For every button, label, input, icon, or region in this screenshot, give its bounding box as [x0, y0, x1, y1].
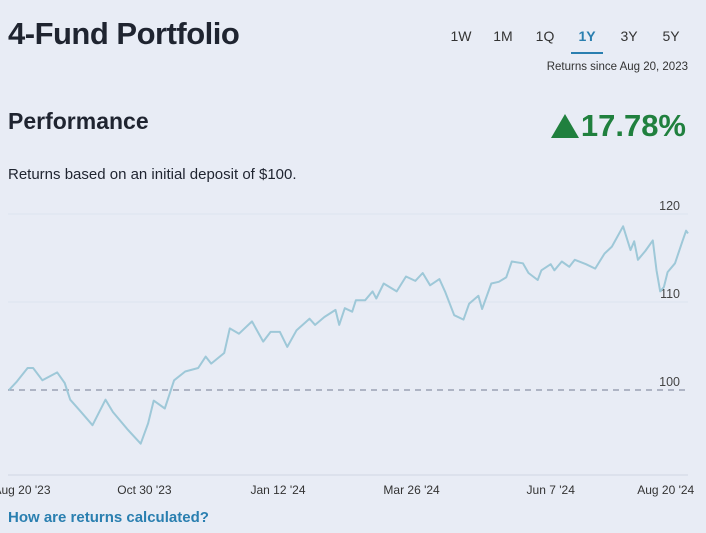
chart-subtitle: Returns based on an initial deposit of $… [8, 166, 297, 183]
x-tick-label: Aug 20 '24 [637, 483, 694, 497]
tab-1m[interactable]: 1M [493, 28, 513, 44]
performance-value: 17.78% [580, 108, 686, 143]
portfolio-value-line [8, 225, 689, 445]
tab-1q[interactable]: 1Q [535, 28, 555, 44]
y-tick-label: 110 [660, 287, 680, 301]
x-tick-label: Jun 7 '24 [527, 483, 576, 497]
returns-since: Returns since Aug 20, 2023 [546, 61, 688, 73]
y-tick-label: 100 [659, 375, 680, 389]
x-tick-label: Aug 20 '23 [0, 483, 51, 497]
tab-3y[interactable]: 3Y [620, 28, 638, 44]
tab-1y[interactable]: 1Y [566, 28, 608, 54]
up-triangle-icon [550, 114, 579, 138]
x-tick-label: Jan 12 '24 [250, 483, 305, 497]
returns-info-link[interactable]: How are returns calculated? [8, 509, 209, 526]
tab-5y[interactable]: 5Y [662, 28, 680, 44]
x-tick-label: Oct 30 '23 [117, 483, 172, 497]
performance-heading: Performance [8, 108, 149, 134]
y-tick-label: 120 [659, 199, 680, 213]
range-tabs: 1W 1M 1Q 1Y 3Y 5Y [440, 28, 692, 54]
performance-change: 17.78% [550, 108, 686, 144]
page-title: 4-Fund Portfolio [8, 16, 240, 51]
tab-1w[interactable]: 1W [450, 28, 472, 44]
x-tick-label: Mar 26 '24 [383, 483, 440, 497]
